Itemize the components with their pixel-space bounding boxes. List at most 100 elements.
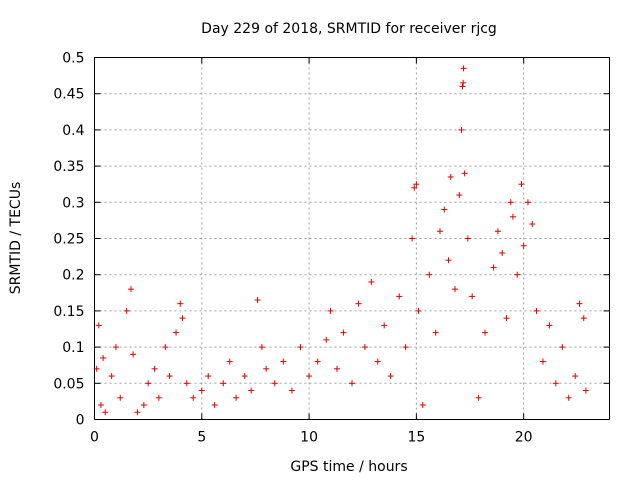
y-tick-label: 0.4 <box>62 123 84 139</box>
data-point <box>539 358 546 365</box>
data-point <box>447 173 454 180</box>
data-point <box>179 315 186 322</box>
data-point <box>387 373 394 380</box>
data-point <box>93 365 100 372</box>
data-point <box>102 409 109 416</box>
data-point <box>333 365 340 372</box>
data-point <box>546 322 553 329</box>
data-point <box>461 170 468 177</box>
data-point <box>314 358 321 365</box>
data-point <box>226 358 233 365</box>
y-tick-label: 0 <box>76 413 85 429</box>
data-point <box>475 394 482 401</box>
data-point <box>582 387 589 394</box>
data-point <box>361 344 368 351</box>
data-point <box>415 307 422 314</box>
data-point <box>173 329 180 336</box>
data-point <box>419 402 426 409</box>
data-point <box>258 344 265 351</box>
data-point <box>559 344 566 351</box>
data-point <box>340 329 347 336</box>
gridlines <box>94 57 610 420</box>
data-point <box>241 373 248 380</box>
data-points <box>93 65 589 416</box>
data-point <box>432 329 439 336</box>
data-point <box>140 402 147 409</box>
data-point <box>263 365 270 372</box>
data-point <box>499 249 506 256</box>
data-point <box>565 394 572 401</box>
data-point <box>220 380 227 387</box>
chart-title: Day 229 of 2018, SRMTID for receiver rjc… <box>201 21 497 37</box>
data-point <box>190 394 197 401</box>
data-point <box>112 344 119 351</box>
data-point <box>514 271 521 278</box>
y-tick-label: 0.25 <box>53 232 84 248</box>
data-point <box>572 373 579 380</box>
data-point <box>520 242 527 249</box>
data-point <box>460 65 467 72</box>
x-tick-label: 10 <box>300 430 318 446</box>
data-point <box>117 394 124 401</box>
x-tick-label: 15 <box>407 430 425 446</box>
data-point <box>254 297 261 304</box>
y-tick-label: 0.05 <box>53 376 84 392</box>
data-point <box>409 235 416 242</box>
data-point <box>248 387 255 394</box>
data-point <box>306 373 313 380</box>
data-point <box>127 286 134 293</box>
data-point <box>327 307 334 314</box>
data-point <box>456 192 463 199</box>
data-point <box>503 315 510 322</box>
data-point <box>130 351 137 358</box>
data-point <box>411 184 418 191</box>
data-point <box>460 79 467 86</box>
data-point <box>151 365 158 372</box>
data-point <box>123 307 130 314</box>
data-point <box>402 344 409 351</box>
data-point <box>162 344 169 351</box>
y-axis-title: SRMTID / TECUs <box>8 182 24 295</box>
data-point <box>233 394 240 401</box>
data-point <box>183 380 190 387</box>
data-point <box>97 402 104 409</box>
data-point <box>297 344 304 351</box>
y-tick-label: 0.3 <box>62 195 84 211</box>
data-point <box>426 271 433 278</box>
x-tick-label: 20 <box>515 430 533 446</box>
data-point <box>349 380 355 387</box>
data-point <box>494 228 501 235</box>
data-point <box>368 278 375 285</box>
data-point <box>533 307 540 314</box>
data-point <box>288 387 295 394</box>
y-tick-label: 0.1 <box>62 340 84 356</box>
data-point <box>108 373 115 380</box>
data-point <box>355 300 362 307</box>
x-axis-title: GPS time / hours <box>290 459 407 475</box>
data-point <box>211 402 218 409</box>
data-point <box>396 293 403 300</box>
x-tick-label: 0 <box>90 430 99 446</box>
data-point <box>280 358 287 365</box>
data-point <box>134 409 141 416</box>
data-point <box>100 354 107 361</box>
data-point <box>482 329 489 336</box>
data-point <box>490 264 497 271</box>
data-point <box>552 380 559 387</box>
data-point <box>469 293 476 300</box>
data-point <box>198 387 205 394</box>
data-point <box>576 300 583 307</box>
data-point <box>524 199 531 206</box>
y-tick-label: 0.35 <box>53 159 84 175</box>
data-point <box>507 199 514 206</box>
data-point <box>464 235 471 242</box>
data-point <box>205 373 212 380</box>
data-point <box>323 336 330 343</box>
x-tick-label: 5 <box>197 430 206 446</box>
data-point <box>413 181 420 188</box>
data-point <box>458 126 465 133</box>
data-point <box>177 300 184 307</box>
data-point <box>445 257 452 264</box>
y-tick-label: 0.2 <box>62 268 84 284</box>
